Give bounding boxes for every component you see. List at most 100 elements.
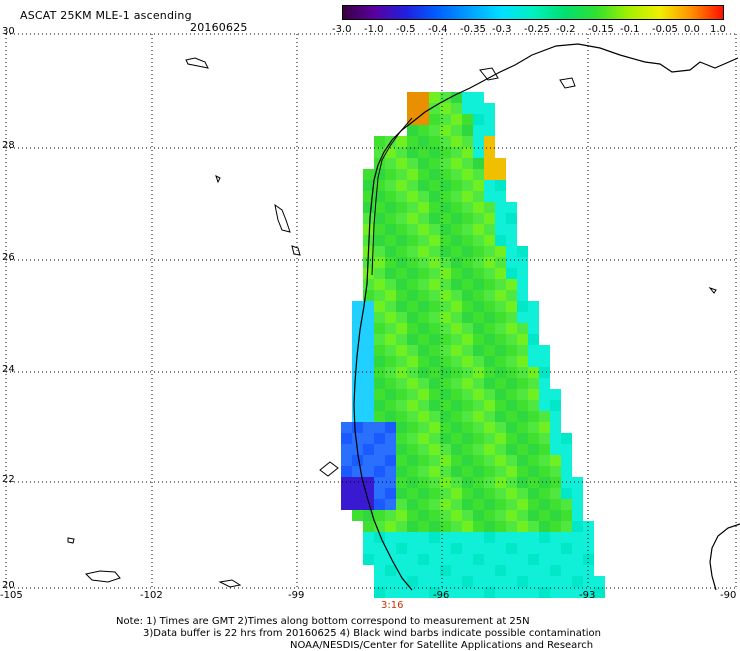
- swath-cell: [374, 136, 385, 147]
- swath-cell: [396, 224, 407, 235]
- swath-cell: [374, 554, 385, 565]
- swath-cell: [352, 411, 363, 422]
- swath-cell: [429, 576, 440, 587]
- swath-cell: [506, 499, 517, 510]
- swath-cell: [572, 587, 583, 598]
- swath-cell: [517, 466, 528, 477]
- swath-cell: [462, 224, 473, 235]
- swath-cell: [407, 389, 418, 400]
- color-scale-label: -0.35: [460, 24, 486, 35]
- swath-cell: [407, 433, 418, 444]
- swath-cell: [506, 268, 517, 279]
- color-scale-label: 0.0: [684, 24, 700, 35]
- swath-cell: [440, 411, 451, 422]
- barrier-island: [371, 117, 413, 276]
- swath-cell: [506, 488, 517, 499]
- swath-cell: [528, 510, 539, 521]
- swath-cell: [462, 213, 473, 224]
- swath-cell: [506, 521, 517, 532]
- swath-cell: [374, 576, 385, 587]
- swath-cell: [363, 323, 374, 334]
- swath-cell: [517, 422, 528, 433]
- swath-cell: [407, 510, 418, 521]
- swath-cell: [440, 356, 451, 367]
- swath-cell: [451, 224, 462, 235]
- swath-cell: [550, 466, 561, 477]
- swath-cell: [396, 400, 407, 411]
- swath-cell: [473, 213, 484, 224]
- swath-cell: [352, 389, 363, 400]
- swath-cell: [495, 521, 506, 532]
- swath-cell: [473, 279, 484, 290]
- swath-cell: [473, 576, 484, 587]
- swath-cell: [418, 169, 429, 180]
- swath-cell: [528, 576, 539, 587]
- swath-cell: [418, 257, 429, 268]
- swath-cell: [363, 213, 374, 224]
- swath-cell: [484, 433, 495, 444]
- swath-cell: [352, 510, 363, 521]
- footer-note-2: 3)Data buffer is 22 hrs from 20160625 4)…: [143, 628, 601, 639]
- swath-cell: [363, 224, 374, 235]
- swath-cell: [484, 125, 495, 136]
- swath-cell: [363, 389, 374, 400]
- swath-cell: [407, 158, 418, 169]
- swath-cell: [429, 466, 440, 477]
- swath-cell: [440, 477, 451, 488]
- swath-cell: [528, 433, 539, 444]
- latitude-label: 22: [2, 474, 15, 485]
- swath-cell: [396, 312, 407, 323]
- swath-cell: [506, 565, 517, 576]
- swath-cell: [440, 312, 451, 323]
- swath-cell: [539, 576, 550, 587]
- swath-cell: [374, 235, 385, 246]
- swath-cell: [396, 213, 407, 224]
- swath-cell: [484, 411, 495, 422]
- swath-cell: [385, 312, 396, 323]
- swath-cell: [550, 444, 561, 455]
- swath-cell: [528, 345, 539, 356]
- swath-cell: [396, 268, 407, 279]
- swath-cell: [473, 521, 484, 532]
- swath-cell: [495, 213, 506, 224]
- swath-cell: [341, 455, 352, 466]
- swath-cell: [517, 290, 528, 301]
- swath-cell: [429, 400, 440, 411]
- swath-cell: [506, 389, 517, 400]
- swath-cell: [462, 257, 473, 268]
- swath-cell: [374, 257, 385, 268]
- swath-cell: [561, 433, 572, 444]
- swath-cell: [451, 312, 462, 323]
- swath-cell: [484, 224, 495, 235]
- swath-cell: [418, 411, 429, 422]
- swath-cell: [561, 554, 572, 565]
- swath-cell: [418, 543, 429, 554]
- swath-cell: [517, 554, 528, 565]
- swath-cell: [418, 477, 429, 488]
- swath-cell: [462, 191, 473, 202]
- swath-cell: [561, 510, 572, 521]
- swath-cell: [572, 488, 583, 499]
- swath-cell: [539, 455, 550, 466]
- swath-cell: [451, 213, 462, 224]
- swath-cell: [583, 587, 594, 598]
- swath-cell: [495, 554, 506, 565]
- swath-cell: [429, 147, 440, 158]
- swath-cell: [418, 455, 429, 466]
- latitude-label: 20: [2, 580, 15, 591]
- swath-cell: [495, 543, 506, 554]
- swath-cell: [517, 532, 528, 543]
- swath-cell: [363, 466, 374, 477]
- swath-cell: [484, 521, 495, 532]
- swath-cell: [539, 378, 550, 389]
- swath-cell: [363, 510, 374, 521]
- swath-cell: [429, 114, 440, 125]
- lake-feature: [559, 77, 576, 89]
- swath-cell: [363, 268, 374, 279]
- swath-cell: [341, 433, 352, 444]
- swath-cell: [363, 334, 374, 345]
- swath-cell: [506, 356, 517, 367]
- swath-cell: [385, 202, 396, 213]
- swath-cell: [506, 290, 517, 301]
